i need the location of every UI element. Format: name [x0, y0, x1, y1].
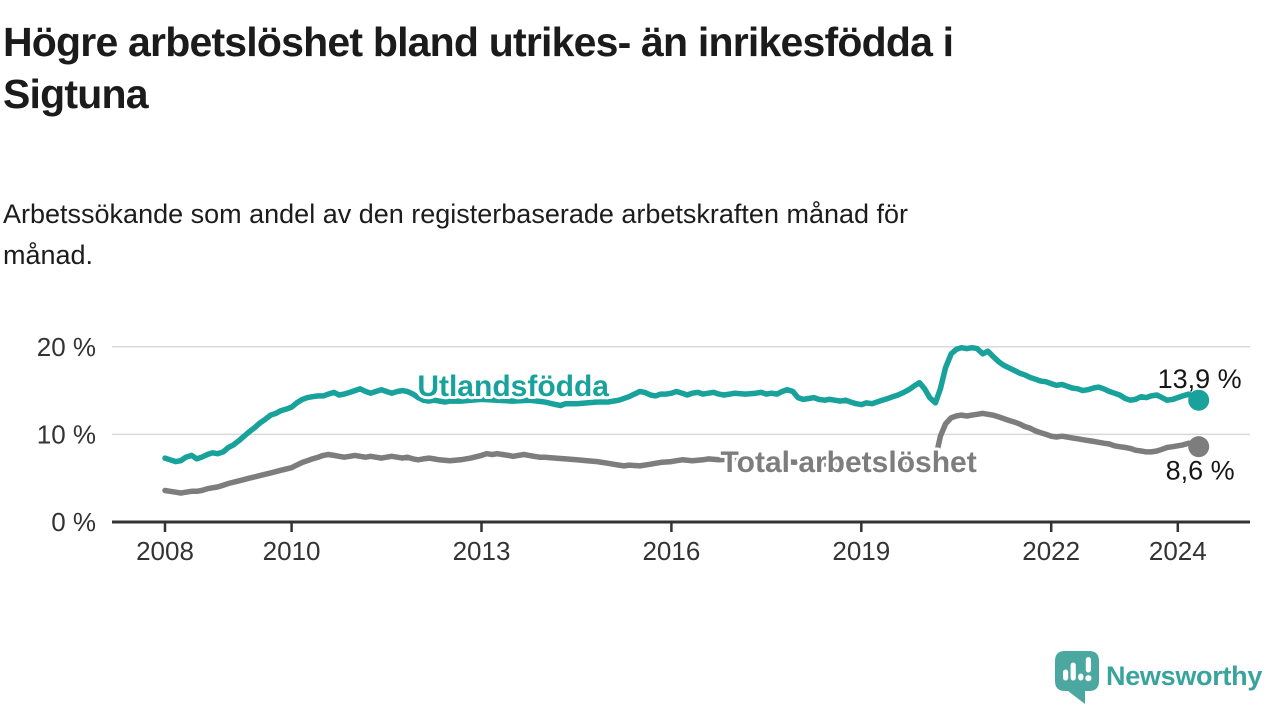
total-arbetsloshet-end-value-label: 8,6 % — [1166, 456, 1235, 486]
chart-title-line2: Sigtuna — [3, 71, 149, 118]
exclamation-dot-icon — [1085, 675, 1092, 682]
x-tick-label: 2008 — [136, 536, 194, 566]
chart-title: Högre arbetslöshet bland utrikes- än inr… — [3, 16, 1263, 120]
total-arbetsloshet-end-dot — [1188, 436, 1210, 458]
chart-subtitle-line2: månad. — [3, 239, 94, 270]
utlandsfodda-end-value-label: 13,9 % — [1158, 364, 1242, 394]
x-tick-label: 2013 — [453, 536, 511, 566]
chart-subtitle: Arbetssökande som andel av den registerb… — [3, 194, 1223, 275]
total-arbetsloshet-line — [162, 410, 1202, 496]
x-tick-label: 2024 — [1149, 536, 1207, 566]
utlandsfodda-series-label: Utlandsfödda — [417, 370, 609, 403]
chart-title-line1: Högre arbetslöshet bland utrikes- än inr… — [3, 19, 954, 65]
exclamation-bar-icon — [1085, 657, 1091, 673]
x-tick-label: 2022 — [1022, 536, 1080, 566]
bar-icon-1 — [1063, 669, 1069, 681]
y-tick-label: 0 % — [51, 507, 96, 537]
x-tick-label: 2016 — [642, 536, 700, 566]
y-tick-label: 10 % — [37, 419, 96, 449]
bar-icon-2 — [1070, 662, 1076, 681]
y-tick-label: 20 % — [37, 332, 96, 362]
speech-bubble-shape — [1055, 651, 1099, 704]
chart-subtitle-line1: Arbetssökande som andel av den registerb… — [3, 199, 909, 229]
bar-icon-3 — [1078, 673, 1084, 681]
x-tick-label: 2010 — [263, 536, 321, 566]
utlandsfodda-end-dot — [1188, 389, 1210, 411]
newsworthy-logo: Newsworthy — [1055, 650, 1262, 708]
total-arbetsloshet-series-label: Total arbetslöshet — [721, 446, 977, 479]
newsworthy-speech-bubble-chart-icon — [1055, 651, 1099, 704]
utlandsfodda-line — [162, 344, 1202, 465]
x-tick-label: 2019 — [832, 536, 890, 566]
newsworthy-wordmark: Newsworthy — [1106, 661, 1263, 691]
